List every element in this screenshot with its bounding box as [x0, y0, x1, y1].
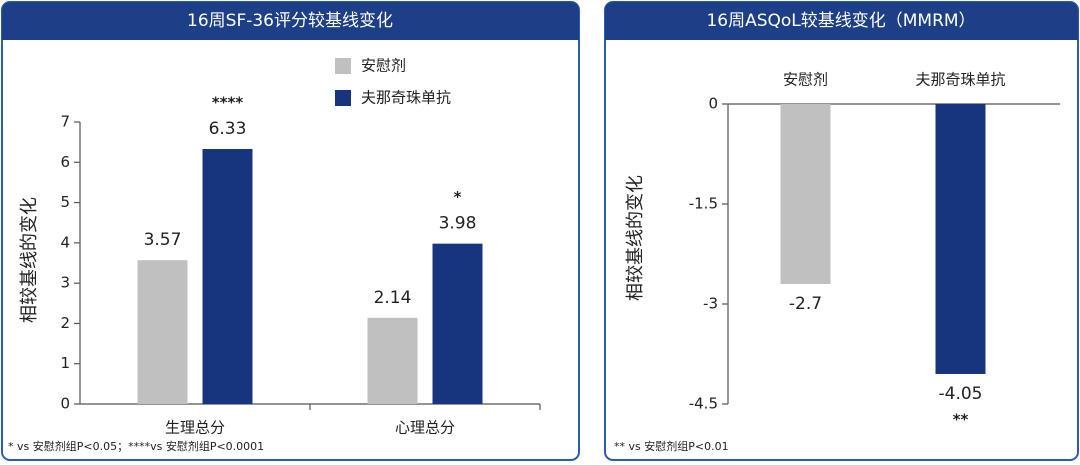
bar [780, 104, 831, 284]
y-tick-label: 1 [60, 354, 70, 372]
y-tick-label: -3 [703, 295, 718, 313]
bar [137, 260, 188, 404]
value-label: -4.05 [939, 384, 983, 404]
y-tick-label: 3 [60, 274, 70, 292]
value-label: -2.7 [789, 294, 822, 314]
y-tick-label: 5 [60, 193, 70, 211]
y-tick-label: 4 [60, 233, 70, 251]
value-label: 3.57 [144, 230, 182, 250]
x-tick-label: 夫那奇珠单抗 [915, 71, 1005, 89]
y-tick-label: 2 [60, 314, 70, 332]
y-tick-label: 0 [60, 395, 70, 413]
value-label: 2.14 [374, 288, 412, 308]
x-tick-label: 心理总分 [395, 419, 455, 437]
bar [935, 104, 986, 374]
chart-title: 16周SF-36评分较基线变化 [187, 11, 393, 31]
x-tick-label: 安慰剂 [783, 71, 828, 89]
legend-swatch [335, 58, 351, 74]
panel [1, 1, 580, 461]
significance: **** [212, 93, 244, 111]
bar [432, 243, 483, 404]
y-tick-label: 0 [708, 95, 718, 113]
y-tick-label: 7 [60, 113, 70, 131]
legend-swatch [335, 90, 351, 106]
value-label: 3.98 [439, 214, 477, 234]
significance: * [454, 188, 462, 206]
panel [604, 1, 1079, 461]
panel-header [605, 2, 1078, 40]
x-tick-label: 生理总分 [165, 419, 225, 437]
value-label: 6.33 [209, 119, 247, 139]
bar [367, 317, 418, 404]
y-tick-label: -4.5 [689, 395, 718, 413]
bar [202, 148, 253, 404]
y-tick-label: -1.5 [689, 195, 718, 213]
y-axis-label: 相较基线的变化 [625, 175, 646, 301]
y-axis-label: 相较基线的变化 [19, 197, 40, 323]
legend-label: 安慰剂 [361, 57, 406, 75]
y-tick-label: 6 [60, 153, 70, 171]
significance: ** [953, 411, 969, 429]
panel-header [2, 2, 579, 40]
footnote: * vs 安慰剂组P<0.05；****vs 安慰剂组P<0.0001 [8, 439, 264, 453]
legend-label: 夫那奇珠单抗 [361, 89, 451, 107]
footnote: ** vs 安慰剂组P<0.01 [614, 439, 729, 453]
chart-title: 16周ASQoL较基线变化（MMRM） [706, 11, 975, 31]
